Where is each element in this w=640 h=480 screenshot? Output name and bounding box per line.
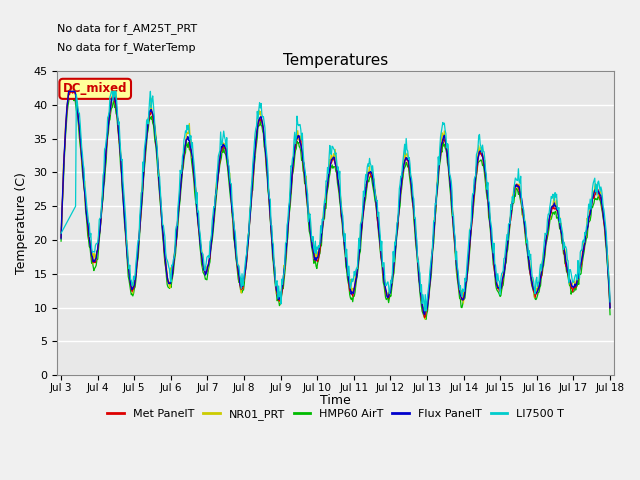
Title: Temperatures: Temperatures — [283, 53, 388, 69]
Text: No data for f_WaterTemp: No data for f_WaterTemp — [58, 42, 196, 53]
Legend: Met PanelT, NR01_PRT, HMP60 AirT, Flux PanelT, LI7500 T: Met PanelT, NR01_PRT, HMP60 AirT, Flux P… — [102, 405, 568, 424]
Text: DC_mixed: DC_mixed — [63, 83, 127, 96]
X-axis label: Time: Time — [320, 394, 351, 407]
Text: No data for f_AM25T_PRT: No data for f_AM25T_PRT — [58, 24, 198, 35]
Y-axis label: Temperature (C): Temperature (C) — [15, 172, 28, 274]
